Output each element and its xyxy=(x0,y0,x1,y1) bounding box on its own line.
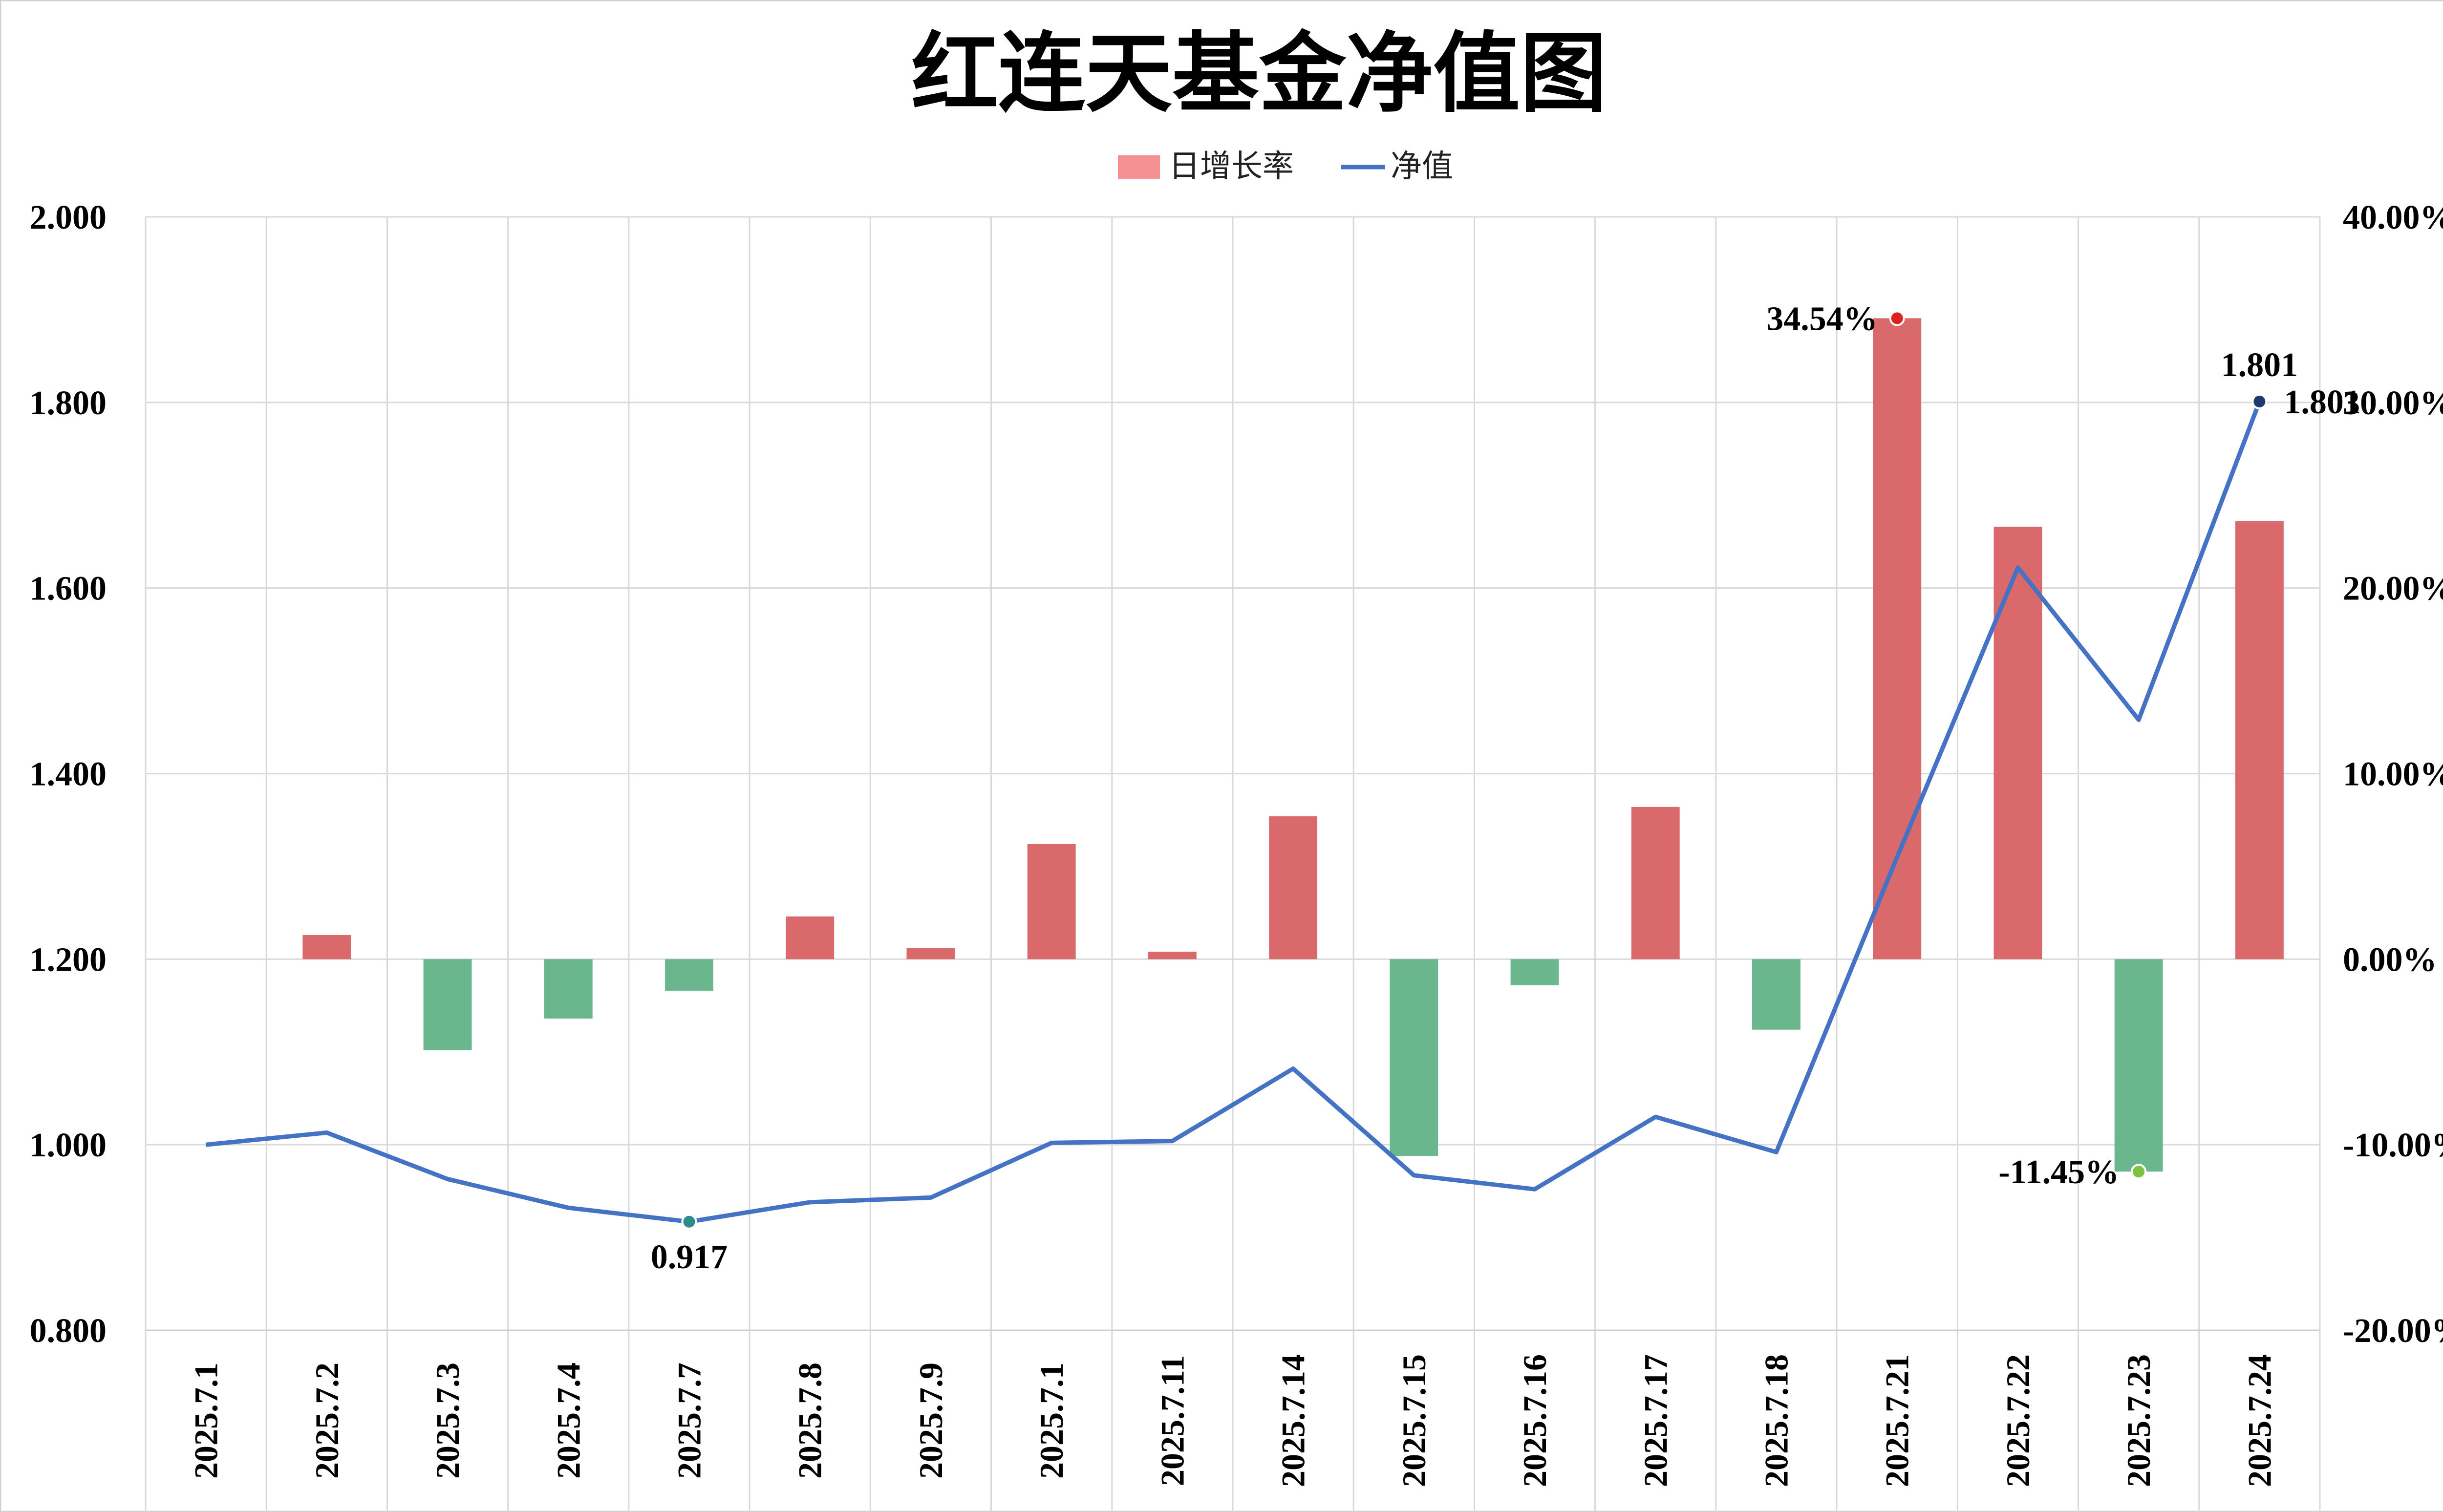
bar xyxy=(302,935,351,959)
legend-line-label: 净值 xyxy=(1391,149,1453,185)
x-axis-tick-label: 2025.7.7 xyxy=(671,1363,708,1479)
annotation-marker xyxy=(2131,1164,2147,1180)
x-axis-tick-label: 2025.7.16 xyxy=(1516,1354,1553,1487)
x-axis-tick-label: 2025.7.4 xyxy=(550,1363,587,1479)
bar xyxy=(1027,844,1076,959)
annotation-label: 1.801 xyxy=(2221,346,2298,384)
bar xyxy=(1993,527,2042,959)
bar xyxy=(1390,959,1438,1156)
x-axis-tick-label: 2025.7.15 xyxy=(1395,1354,1433,1487)
right-axis-tick-label: 20.00% xyxy=(2343,570,2443,608)
bar xyxy=(423,959,472,1050)
annotation-marker xyxy=(2251,393,2268,409)
annotation-marker xyxy=(1889,310,1905,326)
bar xyxy=(1873,318,1922,959)
right-axis-tick-label: 40.00% xyxy=(2343,199,2443,236)
x-axis-tick-label: 2025.7.21 xyxy=(1879,1354,1916,1487)
bar xyxy=(1631,807,1680,959)
x-axis-tick-label: 2025.7.14 xyxy=(1275,1354,1312,1487)
x-axis-tick-label: 2025.7.11 xyxy=(1154,1355,1191,1486)
axes: 0.800 1.000 1.200 1.400 1.600 1.800 2.000 -20.0… xyxy=(30,199,2443,1487)
annotation-label: 0.917 xyxy=(651,1238,728,1276)
right-axis-tick-label: -20.00% xyxy=(2343,1312,2443,1350)
annotation-label: 1.801 xyxy=(2284,383,2361,421)
line-series xyxy=(206,401,2262,1224)
bar xyxy=(1752,959,1800,1030)
bar xyxy=(906,948,955,959)
bar xyxy=(1510,959,1559,985)
x-axis-tick-label: 2025.7.18 xyxy=(1758,1354,1795,1487)
x-axis-tick-label: 2025.7.1 xyxy=(1033,1363,1070,1479)
legend: 日增长率 净值 xyxy=(1118,149,1453,185)
right-axis-tick-label: 10.00% xyxy=(2343,756,2443,793)
bar-series xyxy=(302,318,2284,1172)
x-axis-tick-label: 2025.7.9 xyxy=(912,1363,949,1479)
chart-title: 红连天基金净值图 xyxy=(911,22,1607,124)
left-axis-tick-label: 0.800 xyxy=(30,1312,107,1350)
bar xyxy=(2114,959,2163,1172)
left-axis-tick-label: 1.400 xyxy=(30,756,107,793)
left-axis-tick-label: 1.600 xyxy=(30,570,107,608)
x-axis-tick-label: 2025.7.2 xyxy=(308,1363,345,1479)
legend-bar-label: 日增长率 xyxy=(1169,149,1294,185)
left-axis-tick-label: 1.800 xyxy=(30,384,107,422)
bar xyxy=(2235,521,2284,959)
x-axis-tick-label: 2025.7.23 xyxy=(2120,1354,2157,1487)
legend-bar-swatch xyxy=(1118,155,1160,179)
bar xyxy=(1148,952,1197,959)
nav-line xyxy=(206,401,2262,1224)
x-axis-tick-label: 2025.7.24 xyxy=(2241,1354,2278,1487)
bar xyxy=(665,959,713,991)
x-axis-tick-label: 2025.7.17 xyxy=(1637,1354,1674,1487)
annotation-marker xyxy=(681,1214,697,1230)
x-axis-tick-label: 2025.7.8 xyxy=(792,1363,829,1479)
x-axis-tick-label: 2025.7.1 xyxy=(188,1363,225,1479)
right-axis-tick-label: -10.00% xyxy=(2343,1127,2443,1164)
right-axis-tick-label: 30.00% xyxy=(2343,384,2443,422)
right-axis-tick-label: 0.00% xyxy=(2343,941,2437,979)
left-axis-tick-label: 2.000 xyxy=(30,199,107,236)
x-axis-tick-label: 2025.7.22 xyxy=(1999,1354,2036,1487)
left-axis-tick-label: 1.200 xyxy=(30,941,107,979)
bar xyxy=(786,916,835,959)
left-axis-tick-label: 1.000 xyxy=(30,1127,107,1164)
bar xyxy=(1269,816,1318,959)
bar xyxy=(544,959,593,1019)
annotation-label: 34.54% xyxy=(1766,300,1878,338)
annotation-label: -11.45% xyxy=(1998,1153,2119,1191)
x-axis-tick-label: 2025.7.3 xyxy=(429,1363,466,1479)
gridlines xyxy=(145,216,2321,1511)
